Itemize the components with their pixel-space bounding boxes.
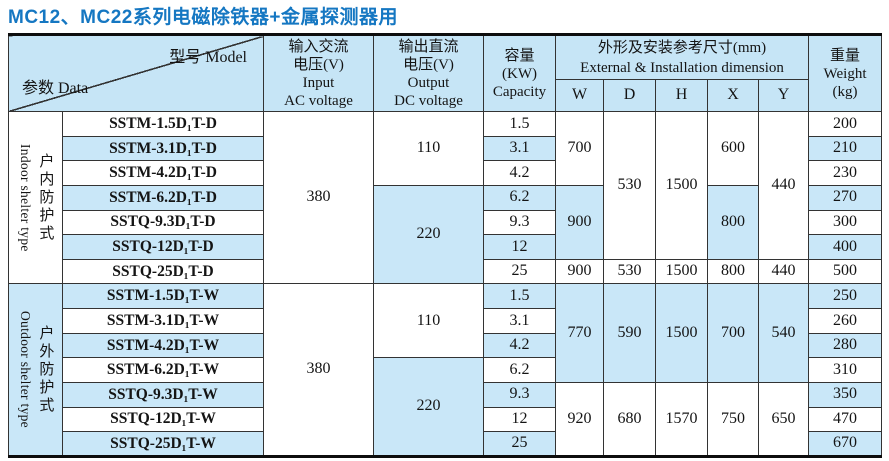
weight-cell: 250 (808, 283, 883, 309)
dc-voltage-cell: 110 (373, 111, 484, 186)
model-cell: SSTM-1.5D₁T-D (62, 111, 264, 137)
dim-w-cell: 770 (555, 283, 604, 383)
dc-voltage-header: 输出直流 电压(V) Output DC voltage (373, 34, 484, 112)
model-cell: SSTM-4.2D₁T-W (62, 332, 264, 359)
capacity-cell: 4.2 (483, 160, 556, 186)
dim-col-h-header: H (655, 79, 708, 112)
section-label-outdoor-zh: 户外防护式 (37, 324, 54, 415)
capacity-cell: 6.2 (483, 184, 556, 211)
section-label-indoor-zh: 户内防护式 (37, 152, 54, 243)
weight-cell: 310 (808, 357, 883, 383)
weight-header: 重量 Weight (kg) (808, 34, 883, 112)
weight-cell: 260 (808, 308, 883, 334)
corner-header: 型号 Model 参数 Data (8, 34, 264, 112)
dim-y-cell: 440 (757, 111, 810, 260)
section-label-indoor-en: Indoor shelter type (18, 143, 34, 252)
dim-col-y-header: Y (757, 79, 810, 112)
capacity-cell: 9.3 (483, 209, 556, 236)
section-label-outdoor: Outdoor shelter type 户外防护式 (8, 283, 63, 457)
weight-cell: 280 (808, 332, 883, 359)
dc-voltage-cell: 110 (373, 283, 484, 359)
dim-h-cell: 1500 (655, 258, 708, 285)
ac-voltage-cell: 380 (263, 110, 374, 285)
capacity-cell: 25 (483, 258, 556, 285)
page-title: MC12、MC22系列电磁除铁器+金属探测器用 (8, 7, 398, 28)
weight-cell: 270 (808, 184, 883, 211)
param-header-label: 参数 Data (22, 80, 89, 97)
dim-h-cell: 1500 (655, 111, 708, 260)
model-cell: SSTQ-9.3D₁T-D (62, 209, 264, 236)
dim-col-w-header: W (555, 79, 604, 112)
dim-x-cell: 600 (707, 111, 759, 186)
dim-col-x-header: X (707, 79, 759, 112)
capacity-cell: 12 (483, 234, 556, 260)
dim-y-cell: 650 (757, 381, 810, 457)
weight-cell: 470 (808, 406, 883, 433)
dim-w-cell: 700 (555, 111, 604, 186)
model-cell: SSTM-6.2D₁T-D (62, 184, 264, 211)
weight-cell: 300 (808, 209, 883, 236)
dim-d-cell: 530 (603, 258, 656, 285)
dim-d-cell: 590 (603, 283, 656, 383)
dim-w-cell: 900 (555, 184, 604, 260)
model-cell: SSTQ-12D₁T-D (62, 234, 264, 260)
dim-x-cell: 750 (707, 381, 759, 457)
dim-h-cell: 1570 (655, 381, 708, 457)
capacity-cell: 3.1 (483, 308, 556, 334)
dimension-header: 外形及安装参考尺寸(mm) External & Installation di… (554, 34, 810, 80)
weight-cell: 400 (808, 234, 883, 260)
model-cell: SSTM-6.2D₁T-W (62, 357, 264, 383)
section-label-indoor: Indoor shelter type 户内防护式 (8, 110, 63, 285)
weight-cell: 230 (808, 160, 883, 186)
model-cell: SSTM-4.2D₁T-D (62, 160, 264, 186)
dim-d-cell: 530 (603, 111, 656, 260)
dim-x-cell: 800 (707, 184, 759, 260)
dc-voltage-cell: 220 (373, 357, 484, 457)
model-cell: SSTQ-9.3D₁T-W (62, 381, 264, 408)
weight-cell: 210 (808, 135, 883, 162)
capacity-cell: 12 (483, 406, 556, 433)
capacity-cell: 1.5 (483, 283, 556, 309)
ac-voltage-cell: 380 (263, 283, 374, 457)
capacity-header: 容量 (KW) Capacity (483, 34, 556, 112)
weight-cell: 670 (808, 431, 883, 457)
section-label-outdoor-en: Outdoor shelter type (18, 311, 34, 429)
dim-x-cell: 800 (707, 258, 759, 285)
dc-voltage-cell: 220 (373, 184, 484, 285)
capacity-cell: 3.1 (483, 135, 556, 162)
dim-w-cell: 920 (555, 381, 604, 457)
model-cell: SSTQ-25D₁T-W (62, 431, 264, 457)
ac-voltage-header: 输入交流 电压(V) Input AC voltage (263, 34, 374, 112)
capacity-cell: 6.2 (483, 357, 556, 383)
model-cell: SSTM-3.1D₁T-W (62, 308, 264, 334)
capacity-cell: 25 (483, 431, 556, 457)
dim-w-cell: 900 (555, 258, 604, 285)
dim-h-cell: 1500 (655, 283, 708, 383)
spec-table: 型号 Model 参数 Data 输入交流 电压(V) Input AC vol… (8, 33, 883, 458)
dim-d-cell: 680 (603, 381, 656, 457)
weight-cell: 200 (808, 111, 883, 137)
dim-y-cell: 440 (757, 258, 810, 285)
model-cell: SSTM-3.1D₁T-D (62, 135, 264, 162)
capacity-cell: 4.2 (483, 332, 556, 359)
dim-y-cell: 540 (757, 283, 810, 383)
model-cell: SSTM-1.5D₁T-W (62, 283, 264, 309)
weight-cell: 500 (808, 258, 883, 285)
capacity-cell: 1.5 (483, 111, 556, 137)
model-cell: SSTQ-12D₁T-W (62, 406, 264, 433)
dim-x-cell: 700 (707, 283, 759, 383)
dim-col-d-header: D (603, 79, 656, 112)
model-header-label: 型号 Model (169, 49, 247, 66)
weight-cell: 350 (808, 381, 883, 408)
capacity-cell: 9.3 (483, 381, 556, 408)
model-cell: SSTQ-25D₁T-D (62, 258, 264, 285)
